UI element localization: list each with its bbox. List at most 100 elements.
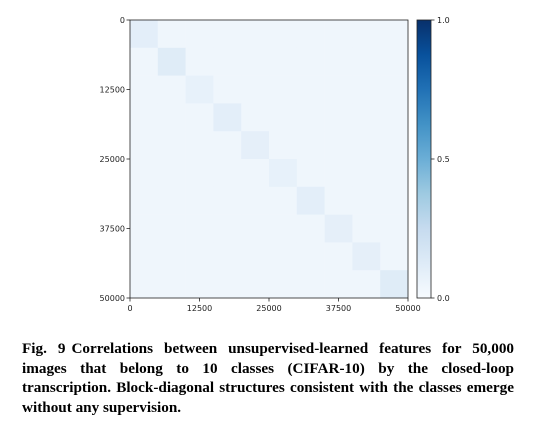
diagonal-block-cell (185, 75, 214, 104)
off-diagonal-cell (324, 47, 353, 76)
off-diagonal-cell (352, 159, 381, 188)
off-diagonal-cell (157, 103, 186, 132)
x-tick-label: 12500 (187, 304, 212, 313)
off-diagonal-cell (296, 214, 325, 243)
off-diagonal-cell (269, 214, 298, 243)
off-diagonal-cell (352, 75, 381, 104)
off-diagonal-cell (296, 131, 325, 160)
off-diagonal-cell (213, 159, 242, 188)
off-diagonal-cell (269, 270, 298, 299)
y-tick-label: 37500 (100, 225, 125, 234)
off-diagonal-cell (130, 186, 159, 215)
off-diagonal-cell (352, 20, 381, 49)
off-diagonal-cell (324, 186, 353, 215)
off-diagonal-cell (157, 214, 186, 243)
off-diagonal-cell (352, 186, 381, 215)
off-diagonal-cell (157, 186, 186, 215)
off-diagonal-cell (269, 186, 298, 215)
off-diagonal-cell (185, 159, 214, 188)
off-diagonal-cell (130, 214, 159, 243)
off-diagonal-cell (296, 103, 325, 132)
off-diagonal-cell (241, 47, 270, 76)
off-diagonal-cell (296, 20, 325, 49)
off-diagonal-cell (213, 75, 242, 104)
off-diagonal-cell (380, 75, 409, 104)
off-diagonal-cell (213, 214, 242, 243)
off-diagonal-cell (241, 270, 270, 299)
off-diagonal-cell (241, 103, 270, 132)
y-tick-label: 25000 (100, 155, 125, 164)
y-tick-label: 0 (120, 16, 125, 25)
x-tick-label: 0 (127, 304, 132, 313)
off-diagonal-cell (130, 131, 159, 160)
off-diagonal-cell (185, 270, 214, 299)
off-diagonal-cell (296, 75, 325, 104)
off-diagonal-cell (130, 242, 159, 271)
y-tick-label: 12500 (100, 86, 125, 95)
off-diagonal-cell (269, 242, 298, 271)
off-diagonal-cell (241, 20, 270, 49)
off-diagonal-cell (157, 270, 186, 299)
colorbar-tick-label: 0.0 (437, 294, 450, 303)
off-diagonal-cell (213, 47, 242, 76)
x-tick-label: 50000 (395, 304, 420, 313)
off-diagonal-cell (324, 103, 353, 132)
off-diagonal-cell (213, 242, 242, 271)
off-diagonal-cell (352, 270, 381, 299)
off-diagonal-cell (130, 159, 159, 188)
off-diagonal-cell (324, 75, 353, 104)
correlation-heatmap-figure: 0 12500 25000 37500 50000 0 12500 25000 37500 50… (100, 16, 450, 313)
off-diagonal-cell (380, 214, 409, 243)
off-diagonal-cell (213, 270, 242, 299)
caption-label: Fig. 9 (22, 340, 66, 357)
off-diagonal-cell (185, 103, 214, 132)
off-diagonal-cell (380, 186, 409, 215)
colorbar (416, 19, 432, 299)
off-diagonal-cell (352, 214, 381, 243)
colorbar-ticks: 0.0 0.5 1.0 (431, 16, 450, 303)
off-diagonal-cell (185, 131, 214, 160)
off-diagonal-cell (241, 242, 270, 271)
off-diagonal-cell (324, 159, 353, 188)
colorbar-tick-label: 1.0 (437, 16, 450, 25)
off-diagonal-cell (352, 47, 381, 76)
diagonal-block-cell (157, 47, 186, 76)
colorbar-tick-label: 0.5 (437, 155, 450, 164)
off-diagonal-cell (241, 214, 270, 243)
diagonal-block-cell (296, 186, 325, 215)
x-tick-label: 25000 (256, 304, 281, 313)
diagonal-block-cell (352, 242, 381, 271)
off-diagonal-cell (241, 75, 270, 104)
x-axis-ticks: 0 12500 25000 37500 50000 (127, 298, 421, 313)
off-diagonal-cell (185, 20, 214, 49)
off-diagonal-cell (296, 47, 325, 76)
off-diagonal-cell (130, 47, 159, 76)
off-diagonal-cell (269, 75, 298, 104)
heatmap-cells (130, 20, 409, 299)
off-diagonal-cell (324, 242, 353, 271)
off-diagonal-cell (241, 159, 270, 188)
off-diagonal-cell (296, 270, 325, 299)
off-diagonal-cell (130, 270, 159, 299)
off-diagonal-cell (296, 242, 325, 271)
off-diagonal-cell (380, 47, 409, 76)
off-diagonal-cell (157, 159, 186, 188)
caption-text: Correlations between unsupervised-learne… (22, 340, 515, 416)
y-tick-label: 50000 (100, 294, 125, 303)
off-diagonal-cell (185, 47, 214, 76)
diagonal-block-cell (380, 270, 409, 299)
off-diagonal-cell (241, 186, 270, 215)
off-diagonal-cell (130, 75, 159, 104)
off-diagonal-cell (324, 270, 353, 299)
diagonal-block-cell (213, 103, 242, 132)
off-diagonal-cell (269, 131, 298, 160)
off-diagonal-cell (380, 242, 409, 271)
off-diagonal-cell (185, 242, 214, 271)
off-diagonal-cell (213, 131, 242, 160)
off-diagonal-cell (213, 186, 242, 215)
figure-caption: Fig. 9 Correlations between unsupervised-… (22, 339, 514, 417)
off-diagonal-cell (352, 131, 381, 160)
off-diagonal-cell (352, 103, 381, 132)
off-diagonal-cell (157, 75, 186, 104)
off-diagonal-cell (157, 131, 186, 160)
